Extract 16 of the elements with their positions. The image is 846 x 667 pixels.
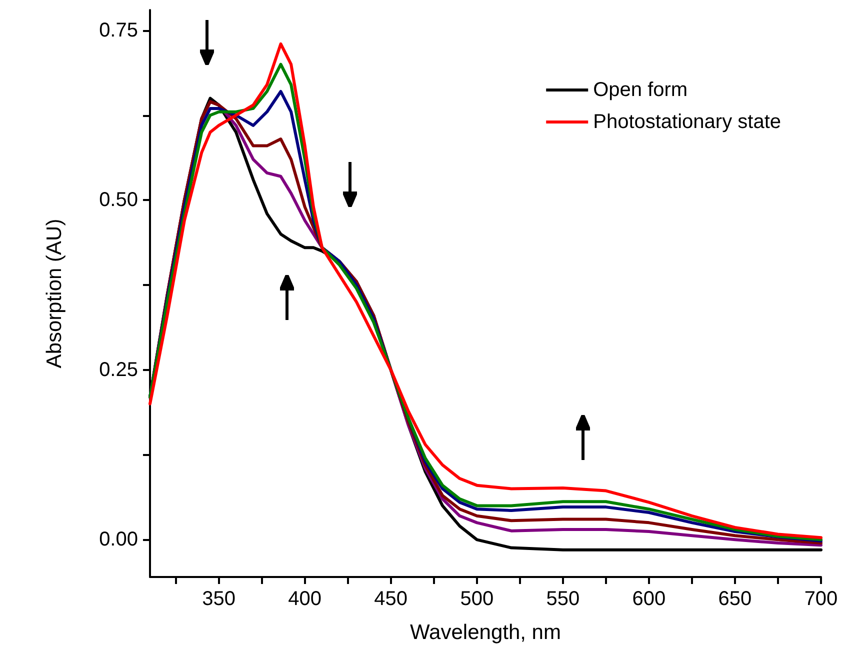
x-tick-label: 600	[632, 588, 666, 610]
y-axis-title: Absorption (AU)	[43, 218, 66, 368]
x-tick-label: 700	[804, 588, 838, 610]
x-tick-label: 400	[288, 588, 322, 610]
x-tick-label: 550	[546, 588, 580, 610]
y-tick-label: 0.00	[99, 528, 138, 551]
y-tick-label: 0.75	[99, 19, 138, 42]
x-tick-label: 500	[460, 588, 494, 610]
x-tick-label: 450	[374, 588, 408, 610]
x-tick-label: 650	[718, 588, 752, 610]
legend-label: Photostationary state	[593, 111, 781, 133]
x-axis-title: Wavelength, nm	[410, 621, 561, 644]
x-tick-label: 350	[202, 588, 236, 610]
y-tick-label: 0.25	[99, 358, 138, 381]
legend-label: Open form	[593, 79, 688, 101]
y-tick-label: 0.50	[99, 189, 138, 212]
